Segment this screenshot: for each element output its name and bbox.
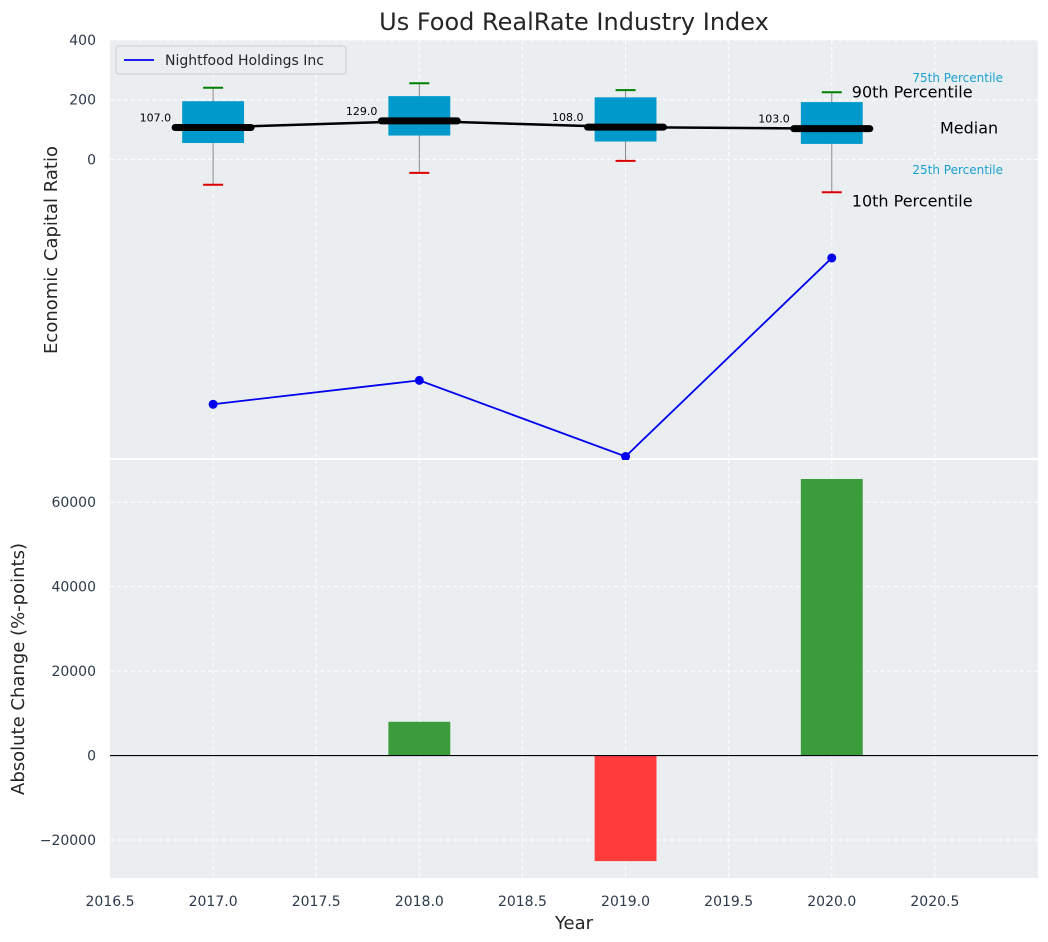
x-tick-label: 2020.0 [807, 894, 856, 910]
company-point-2017 [208, 399, 218, 409]
median-value-label-2018: 129.0 [346, 105, 378, 118]
bottom-panel-background [110, 460, 1038, 878]
top-panel-background [110, 40, 1038, 458]
legend: Nightfood Holdings Inc [115, 45, 347, 75]
iqr-box-2018 [388, 96, 451, 136]
median-value-label-2020: 103.0 [758, 113, 790, 126]
iqr-box-2019 [594, 97, 657, 142]
bottom-y-tick-label: −20000 [40, 833, 96, 849]
median-value-label-2019: 108.0 [552, 111, 584, 124]
bottom-y-tick-label: 40000 [51, 580, 96, 596]
top-y-tick-label: 400 [69, 33, 96, 49]
company-line [213, 257, 833, 458]
change-bar-2020 [800, 479, 863, 756]
x-tick-label: 2020.5 [910, 894, 959, 910]
bottom-y-ticks: −20000 0 20000 40000 60000 [40, 495, 96, 849]
x-tick-label: 2018.0 [395, 894, 444, 910]
top-gridlines [110, 39, 1038, 458]
iqr-box-2020 [800, 102, 863, 144]
change-bars [388, 479, 863, 862]
bottom-panel: −20000 0 20000 40000 60000 Absolute Change (… [8, 460, 1038, 878]
x-tick-label: 2017.5 [292, 894, 341, 910]
bottom-y-axis-label: Absolute Change (%-points) [8, 543, 29, 795]
change-bar-2018 [388, 721, 451, 756]
median-value-label-2017: 107.0 [140, 111, 172, 124]
company-point-2020 [827, 253, 837, 263]
x-tick-label: 2019.5 [704, 894, 753, 910]
percentile-labels: 90th Percentile 10th Percentile 75th Perce… [852, 71, 1003, 210]
company-series [208, 253, 837, 462]
median-trend-line [213, 119, 832, 130]
top-y-ticks: 0 200 400 [69, 33, 96, 168]
x-tick-label: 2018.5 [498, 894, 547, 910]
chart-title: Us Food RealRate Industry Index [379, 8, 769, 36]
bottom-y-tick-label: 0 [87, 749, 96, 765]
top-y-tick-label: 200 [69, 93, 96, 109]
bottom-y-tick-label: 60000 [51, 495, 96, 511]
p10-label: 10th Percentile [852, 191, 973, 210]
x-tick-label: 2017.0 [189, 894, 238, 910]
x-ticks: 2016.5 2017.0 2017.5 2018.0 2018.5 2019.0 2019… [86, 894, 960, 910]
company-point-2018 [414, 375, 424, 385]
top-y-axis-label: Economic Capital Ratio [41, 146, 62, 354]
bottom-y-tick-label: 20000 [51, 664, 96, 680]
x-tick-label: 2016.5 [86, 894, 135, 910]
change-bar-2019 [594, 755, 657, 862]
top-y-tick-label: 0 [87, 152, 96, 168]
x-axis-label: Year [554, 913, 594, 934]
median-label: Median [940, 119, 998, 138]
iqr-box-2017 [182, 101, 245, 144]
legend-box [115, 45, 347, 75]
company-point-2019 [621, 452, 631, 462]
box-plots: 107.0 129.0 108.0 103.0 [140, 82, 874, 194]
p90-label: 90th Percentile [852, 82, 973, 101]
p25-label: 25th Percentile [912, 163, 1003, 177]
x-tick-label: 2019.0 [601, 894, 650, 910]
top-panel: 0 200 400 107.0 129.0 108.0 103.0 90th Percen… [41, 33, 1038, 462]
p75-label: 75th Percentile [912, 71, 1003, 85]
legend-entry: Nightfood Holdings Inc [165, 53, 324, 69]
